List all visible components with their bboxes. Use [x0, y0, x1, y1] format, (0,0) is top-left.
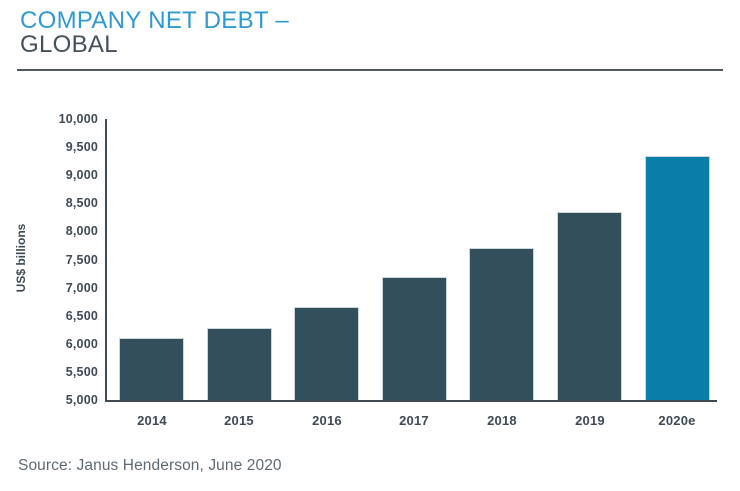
y-tick-label: 9,000	[65, 168, 98, 182]
bar-2014	[119, 338, 184, 400]
y-tick-label: 10,000	[58, 112, 98, 126]
x-tick-label-2016: 2016	[312, 413, 342, 428]
chart-title: COMPANY NET DEBT – GLOBAL	[20, 9, 289, 56]
y-tick-label: 8,000	[65, 224, 98, 238]
y-tick-label: 6,000	[65, 337, 98, 351]
x-tick-label-2014: 2014	[137, 413, 167, 428]
x-tick-label-2019: 2019	[575, 413, 605, 428]
y-tick-label: 5,500	[65, 365, 98, 379]
bar-2019	[557, 212, 622, 400]
y-tick-label: 7,500	[65, 253, 98, 267]
y-tick-label: 9,500	[65, 140, 98, 154]
bar-2016	[294, 307, 359, 400]
plot-area	[105, 119, 717, 402]
bar-2015	[207, 328, 272, 400]
y-tick-label: 7,000	[65, 281, 98, 295]
chart-title-line2: GLOBAL	[20, 30, 118, 58]
chart-title-line1: COMPANY NET DEBT –	[20, 7, 290, 34]
y-tick-label: 8,500	[65, 196, 98, 210]
x-tick-label-2020e: 2020e	[658, 413, 696, 428]
x-tick-label-2015: 2015	[224, 413, 254, 428]
bar-2018	[469, 248, 534, 400]
title-divider	[17, 69, 723, 71]
y-tick-label: 5,000	[65, 393, 98, 407]
x-tick-label-2017: 2017	[399, 413, 429, 428]
y-tick-label: 6,500	[65, 309, 98, 323]
bar-2020e	[645, 156, 710, 400]
source-text: Source: Janus Henderson, June 2020	[18, 457, 282, 474]
x-tick-label-2018: 2018	[487, 413, 517, 428]
bar-2017	[382, 277, 447, 400]
